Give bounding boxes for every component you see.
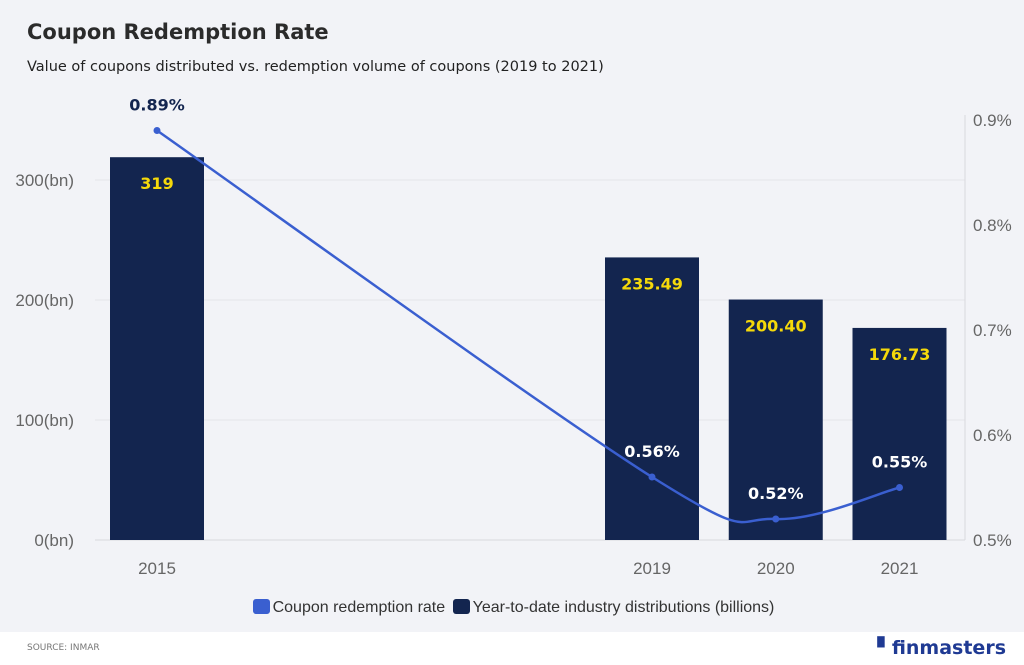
rate-label: 0.55% [872, 453, 928, 472]
source-note: SOURCE: INMAR [27, 643, 100, 653]
x-tick-label: 2015 [138, 559, 176, 578]
bar-label: 235.49 [621, 274, 683, 293]
right-tick-label: 0.9% [973, 111, 1012, 130]
x-tick-label: 2021 [881, 559, 919, 578]
bar-label: 176.73 [869, 345, 931, 364]
chart-subtitle: Value of coupons distributed vs. redempt… [27, 59, 604, 75]
x-tick-label: 2020 [757, 559, 795, 578]
rate-line [156, 129, 900, 524]
left-tick-label: 200(bn) [15, 291, 74, 310]
right-tick-label: 0.8% [973, 216, 1012, 235]
rate-point [153, 127, 161, 134]
rate-point [772, 515, 780, 523]
rate-point [648, 473, 656, 481]
bar [605, 257, 699, 540]
legend-label-distributions: Year-to-date industry distributions (bil… [472, 599, 775, 616]
x-tick-label: 2019 [633, 559, 671, 578]
right-tick-label: 0.5% [973, 531, 1012, 550]
legend-label-rate: Coupon redemption rate [272, 599, 446, 616]
bar-label: 200.40 [745, 317, 807, 336]
brand-icon: ▘ [877, 637, 892, 659]
left-tick-label: 0(bn) [34, 531, 74, 550]
footer: SOURCE: INMAR ▘finmasters [0, 632, 1024, 665]
brand-name: finmasters [891, 637, 1006, 659]
rate-point [896, 484, 903, 491]
bar [852, 327, 947, 540]
left-tick-label: 100(bn) [15, 411, 74, 430]
bar [110, 157, 204, 540]
rate-label: 0.56% [624, 442, 680, 461]
legend-swatch-rate [252, 599, 270, 614]
right-tick-label: 0.6% [973, 426, 1012, 445]
bar [728, 299, 823, 540]
right-tick-label: 0.7% [973, 321, 1012, 340]
chart: 0(bn) 100(bn) 200(bn) 300(bn) 0.5% 0.6% 0.7% 0.… [15, 96, 1012, 579]
bar-label: 319 [140, 174, 173, 193]
left-tick-label: 300(bn) [15, 171, 74, 190]
chart-title: Coupon Redemption Rate [27, 20, 329, 44]
brand-logo: ▘finmasters [877, 637, 1006, 659]
legend: Coupon redemption rate Year-to-date indu… [0, 599, 1024, 617]
legend-swatch-distributions [452, 599, 470, 614]
rate-label: 0.52% [748, 484, 804, 503]
rate-label: 0.89% [129, 96, 185, 115]
